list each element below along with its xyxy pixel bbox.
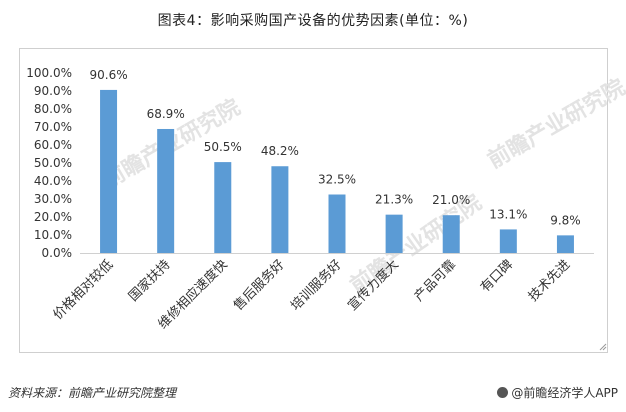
bar-value-label: 9.8% [550, 213, 581, 227]
bar-value-label: 13.1% [489, 207, 527, 221]
bar-value-label: 50.5% [204, 140, 242, 154]
y-tick-label: 20.0% [34, 210, 72, 224]
y-tick-label: 10.0% [34, 228, 72, 242]
y-tick-label: 70.0% [34, 120, 72, 134]
bar-value-label: 68.9% [147, 107, 185, 121]
bar [328, 194, 346, 253]
x-category-label: 有口碑 [477, 257, 516, 296]
x-category-label: 培训服务好 [288, 257, 345, 314]
x-category-label: 售后服务好 [230, 257, 287, 314]
source-note: 资料来源：前瞻产业研究院整理 [8, 386, 177, 400]
y-tick-label: 80.0% [34, 102, 72, 116]
x-category-label: 国家扶持 [125, 257, 173, 305]
watermark-text: 前瞻产业研究院 [483, 74, 626, 174]
y-tick-label: 40.0% [34, 174, 72, 188]
x-category-label: 价格相对较低 [50, 257, 116, 323]
resize-handle-icon [599, 343, 607, 351]
y-tick-label: 0.0% [42, 246, 73, 260]
x-category-label: 产品可靠 [412, 257, 459, 304]
bar [100, 89, 118, 253]
bar-value-label: 90.6% [89, 68, 127, 82]
bar [442, 215, 460, 253]
bar [499, 229, 517, 253]
y-tick-label: 60.0% [34, 138, 72, 152]
bar [271, 166, 289, 253]
y-tick-label: 100.0% [26, 66, 72, 80]
chart-frame [19, 48, 608, 353]
bar [214, 162, 232, 253]
bar-value-label: 21.3% [375, 193, 413, 207]
y-tick-label: 30.0% [34, 192, 72, 206]
bar-value-label: 48.2% [261, 144, 299, 158]
x-category-label: 技术先进 [526, 257, 573, 304]
chart-title: 图表4：影响采购国产设备的优势因素(单位：%) [157, 13, 469, 29]
bar [385, 214, 403, 253]
bar [556, 235, 574, 253]
y-axis: 0.0% 10.0% 20.0% 30.0% 40.0% 50.0% 60.0% 70.0% 8… [26, 66, 72, 260]
bar [157, 128, 175, 253]
bar-value-label: 21.0% [432, 193, 470, 207]
bar-value-label: 32.5% [318, 173, 356, 187]
brand-text: @前瞻经济学人APP [511, 386, 618, 400]
bars-layer: 90.6% 68.9% 50.5% 48.2% 32.5% 21.3% 21.0% 13.1%… [89, 68, 581, 253]
brand-logo-icon [497, 387, 509, 398]
brand-credit: @前瞻经济学人APP [497, 384, 618, 401]
y-tick-label: 50.0% [34, 156, 72, 170]
y-tick-label: 90.0% [34, 84, 72, 98]
x-axis: 价格相对较低 国家扶持维修相应速度快 售后服务好 培训服务好 宣传力度大 产品可靠 有口碑技… [50, 253, 607, 351]
